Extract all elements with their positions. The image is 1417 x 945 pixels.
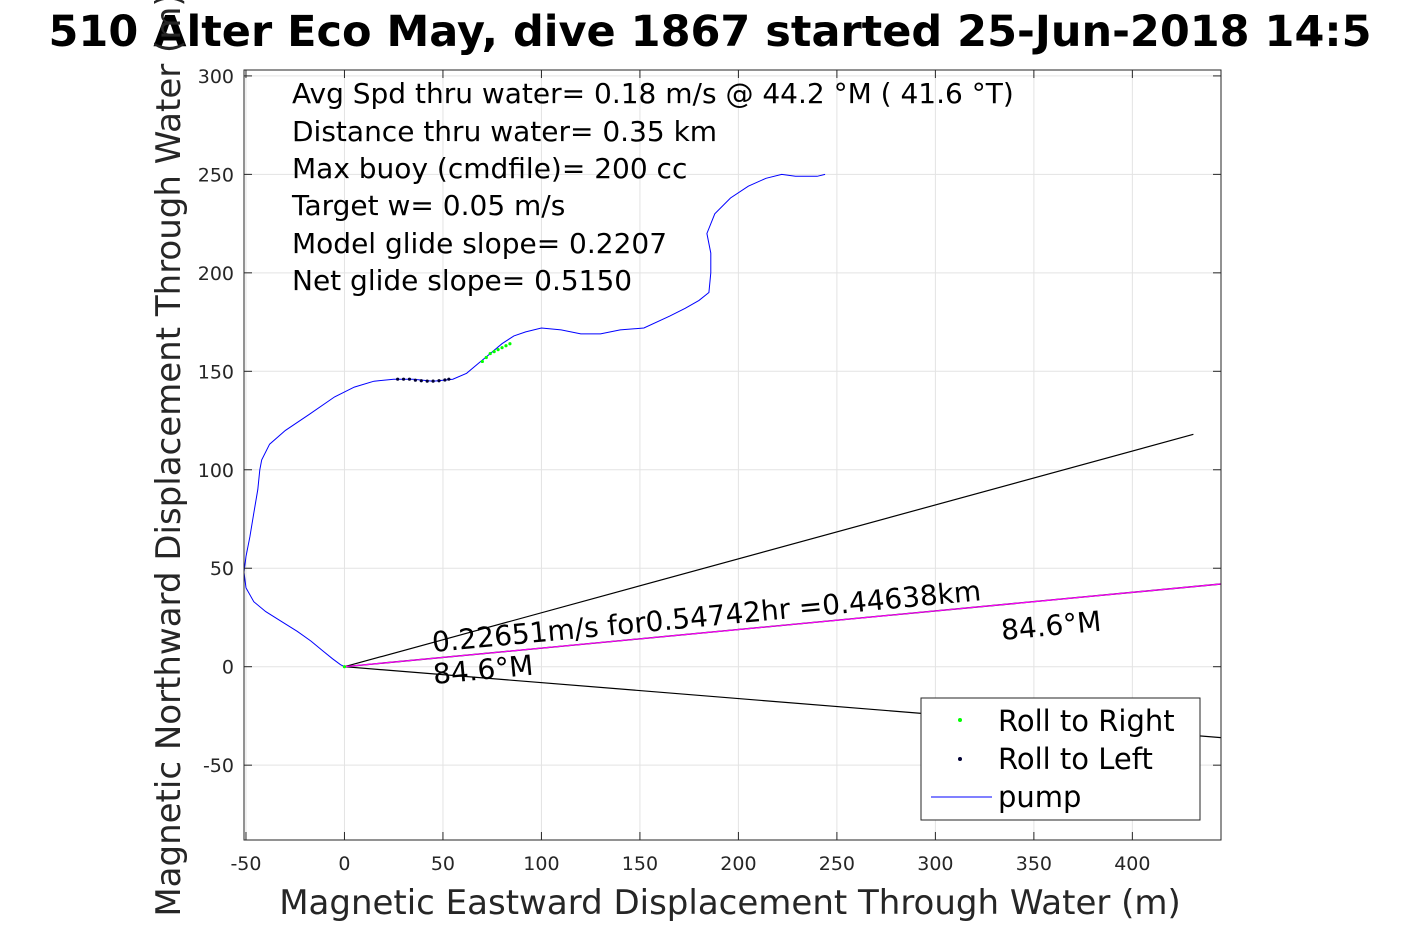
- y-tick-label: 150: [198, 361, 234, 383]
- axes-box: [243, 69, 1222, 841]
- chart-title: 510 Alter Eco May, dive 1867 started 25-…: [48, 7, 1371, 57]
- roll-right-point: [484, 355, 488, 360]
- axis-ticks: -50 0 50 100 150 200 250 300 350 400 -50 0 50 100 150 2…: [198, 66, 1221, 875]
- cone-upper-line: [344, 433, 1194, 668]
- x-tick-label: 350: [1016, 853, 1052, 875]
- roll-right-point: [504, 344, 508, 348]
- roll-right-point: [508, 342, 512, 346]
- legend-box: [920, 697, 1201, 821]
- x-tick-label: 200: [720, 853, 756, 875]
- y-tick-label: 0: [222, 657, 234, 679]
- distance-text: Distance thru water= 0.35 km: [292, 115, 717, 148]
- y-tick-label: 100: [198, 460, 234, 482]
- target-w-text: Target w= 0.05 m/s: [291, 189, 565, 222]
- heading-annotation-far: 84.6°M: [1000, 605, 1103, 647]
- legend-label-roll-left: Roll to Left: [998, 742, 1153, 776]
- avg-speed-text: Avg Spd thru water= 0.18 m/s @ 44.2 °M (…: [292, 77, 1014, 110]
- grid-lines: [244, 70, 1221, 840]
- net-glide-slope-text: Net glide slope= 0.5150: [292, 264, 632, 297]
- roll-right-point: [480, 359, 484, 364]
- roll-left-point: [447, 377, 451, 381]
- roll-left-point: [396, 377, 400, 381]
- roll-left-point: [443, 378, 447, 382]
- x-tick-label: 250: [819, 853, 855, 875]
- roll-left-point: [401, 377, 406, 381]
- roll-left-point: [425, 379, 429, 383]
- roll-right-point: [488, 351, 492, 356]
- legend-marker-roll-left: [958, 757, 962, 761]
- x-tick-label: -50: [230, 853, 261, 875]
- x-tick-label: 0: [338, 853, 350, 875]
- y-tick-label: 50: [210, 558, 234, 580]
- max-buoy-text: Max buoy (cmdfile)= 200 cc: [292, 152, 687, 185]
- legend-label-roll-right: Roll to Right: [998, 704, 1175, 738]
- y-axis-label: Magnetic Northward Displacement Through …: [149, 0, 189, 917]
- roll-left-point: [419, 379, 423, 383]
- roll-right-point: [500, 346, 504, 350]
- x-tick-label: 400: [1114, 853, 1150, 875]
- dive-summary: Avg Spd thru water= 0.18 m/s @ 44.2 °M (…: [291, 77, 1014, 297]
- start-point: [342, 665, 347, 669]
- model-glide-slope-text: Model glide slope= 0.2207: [292, 227, 667, 260]
- roll-right-point: [492, 350, 496, 354]
- y-tick-label: 300: [198, 66, 234, 88]
- x-tick-label: 150: [622, 853, 658, 875]
- track-line-pump: [244, 173, 826, 668]
- roll-right-point: [496, 348, 500, 352]
- legend-marker-roll-right: [958, 718, 962, 722]
- legend: Roll to Right Roll to Left pump: [920, 697, 1201, 821]
- legend-label-pump: pump: [998, 780, 1081, 814]
- y-tick-label: 200: [198, 263, 234, 285]
- roll-left-point: [437, 379, 441, 383]
- x-axis-label: Magnetic Eastward Displacement Through W…: [279, 883, 1181, 923]
- heading-line: [344, 583, 1221, 668]
- y-tick-label: 250: [198, 164, 234, 186]
- roll-left-point: [413, 378, 417, 382]
- roll-left-point: [407, 377, 412, 381]
- speed-annotation: 0.22651m/s for0.54742hr =0.44638km: [431, 574, 983, 659]
- roll-left-point: [431, 379, 435, 383]
- x-tick-label: 50: [431, 853, 455, 875]
- x-tick-label: 300: [917, 853, 953, 875]
- y-tick-label: -50: [203, 755, 234, 777]
- plot-area: [244, 173, 1221, 739]
- x-tick-label: 100: [523, 853, 559, 875]
